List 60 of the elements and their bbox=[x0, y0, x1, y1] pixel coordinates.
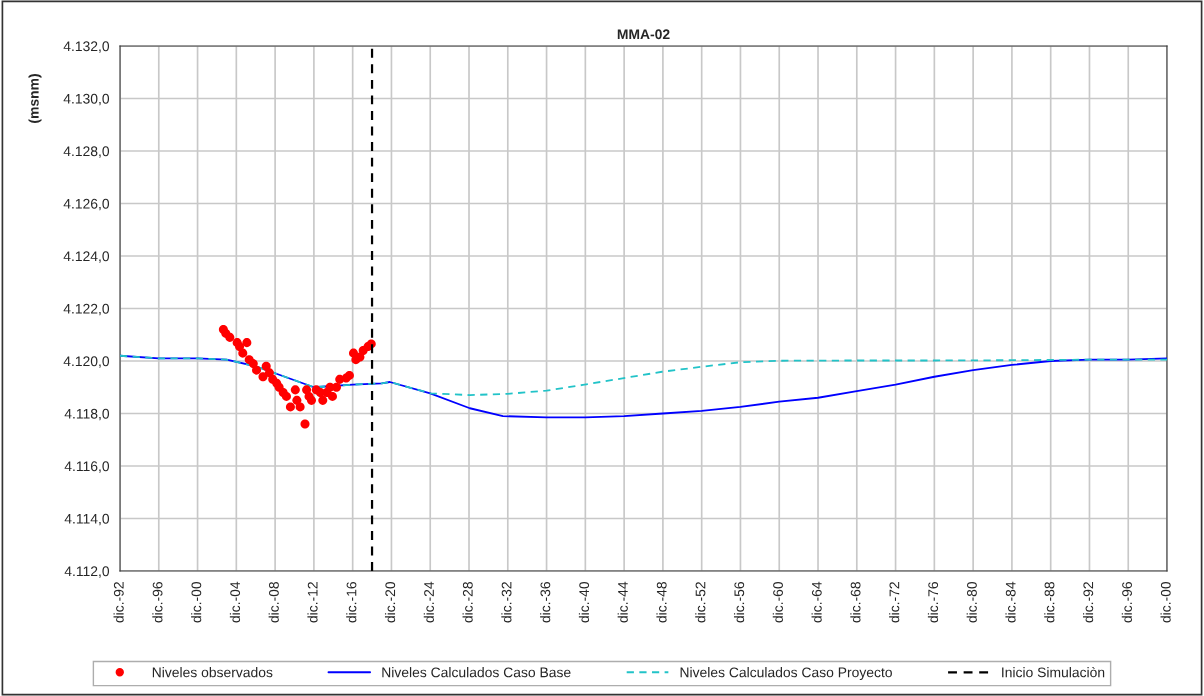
x-tick-label: dic.-20 bbox=[384, 581, 396, 623]
y-axis-title: (msnm) bbox=[28, 74, 42, 123]
legend-label: Niveles Calculados Caso Proyecto bbox=[680, 667, 892, 681]
y-tick-label: 4.114,0 bbox=[64, 513, 110, 526]
y-tick-label: 4.124,0 bbox=[63, 251, 110, 263]
point bbox=[264, 368, 274, 378]
x-tick-label: dic.-88 bbox=[1044, 582, 1055, 623]
y-tick-label: 4.128,0 bbox=[63, 146, 110, 158]
point bbox=[327, 391, 337, 401]
x-tick-label: dic.-08 bbox=[268, 582, 279, 623]
x-tick-label: dic.-80 bbox=[966, 581, 977, 623]
point bbox=[225, 332, 235, 342]
x-tick-label: dic.-36 bbox=[540, 582, 551, 623]
point bbox=[242, 338, 252, 348]
x-tick-label: dic.-24 bbox=[423, 581, 434, 623]
x-tick-label: dic.-60 bbox=[772, 581, 783, 623]
legend-label: Niveles observados bbox=[152, 667, 273, 678]
x-tick-label: dic.-40 bbox=[578, 581, 590, 623]
x-tick-label: dic.-64 bbox=[811, 581, 822, 623]
x-tick-label: dic.-00 bbox=[191, 581, 202, 623]
x-tick-label: dic.-76 bbox=[927, 582, 939, 623]
point bbox=[300, 419, 310, 429]
point bbox=[306, 395, 316, 405]
y-tick-label: 4.126,0 bbox=[63, 198, 110, 211]
x-tick-label: dic.-96 bbox=[1121, 582, 1132, 623]
line-series bbox=[120, 354, 1167, 397]
point bbox=[290, 385, 300, 395]
x-tick-label: dic.-48 bbox=[656, 582, 667, 623]
point bbox=[295, 402, 305, 412]
y-tick-label: 4.130,0 bbox=[63, 93, 110, 106]
point bbox=[252, 365, 262, 375]
x-tick-label: dic.-12 bbox=[307, 582, 318, 623]
x-tick-label: dic.-32 bbox=[501, 582, 512, 623]
x-tick-label: dic.-28 bbox=[462, 582, 473, 623]
x-tick-label: dic.-52 bbox=[695, 582, 706, 623]
legend-label: Niveles Calculados Caso Base bbox=[382, 667, 571, 678]
point bbox=[285, 402, 295, 412]
x-tick-label: dic.-84 bbox=[1005, 581, 1016, 623]
x-tick-label: dic.-68 bbox=[850, 582, 861, 623]
x-tick-label: dic.-92 bbox=[113, 582, 124, 623]
x-tick-label: dic.-72 bbox=[889, 582, 900, 623]
y-tick-label: 4.120,0 bbox=[63, 356, 110, 368]
x-tick-label: dic.-16 bbox=[346, 582, 357, 623]
chart-title: MMA-02 bbox=[617, 29, 670, 40]
point bbox=[281, 391, 291, 401]
y-tick-label: 4.132,0 bbox=[63, 41, 110, 53]
y-tick-label: 4.116,0 bbox=[64, 461, 110, 473]
y-tick-label: 4.112,0 bbox=[64, 566, 110, 578]
x-tick-label: dic.-04 bbox=[229, 581, 241, 623]
x-tick-label: dic.-00 bbox=[1160, 581, 1171, 623]
x-tick-label: dic.-96 bbox=[152, 582, 163, 623]
x-tick-label: dic.-92 bbox=[1083, 582, 1094, 623]
x-tick-label: dic.-44 bbox=[617, 581, 628, 623]
y-tick-label: 4.122,0 bbox=[63, 303, 110, 316]
legend-label: Inicio Simulaciòn bbox=[1002, 666, 1105, 678]
y-tick-label: 4.118,0 bbox=[64, 408, 110, 421]
point bbox=[318, 395, 328, 405]
x-tick-label: dic.-56 bbox=[733, 582, 745, 623]
point bbox=[238, 348, 248, 358]
point bbox=[248, 359, 258, 369]
